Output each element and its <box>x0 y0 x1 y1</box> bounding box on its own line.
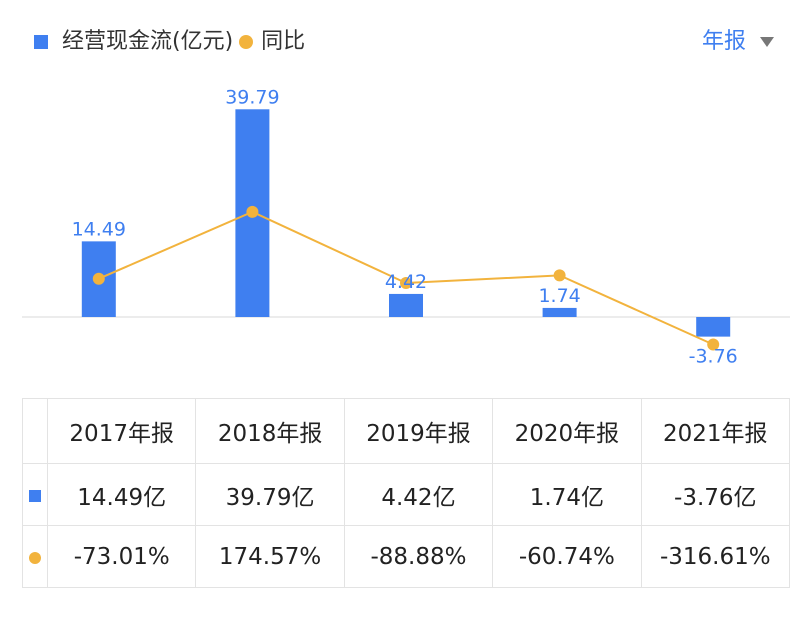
yoy-point-3 <box>553 269 566 282</box>
bar-4 <box>696 317 731 337</box>
table-cell: 1.74亿 <box>492 463 642 526</box>
bar-label-3: 1.74 <box>538 285 580 307</box>
caret-down-icon <box>760 37 774 47</box>
bar-label-0: 14.49 <box>72 218 126 240</box>
table-header-row: 2017年报 2018年报 2019年报 2020年报 2021年报 <box>22 398 791 464</box>
bar-label-2: 4.42 <box>385 271 427 293</box>
table-row-cash-flow: 14.49亿 39.79亿 4.42亿 1.74亿 -3.76亿 <box>22 463 791 526</box>
table-cell: -60.74% <box>492 525 642 588</box>
table-corner-cell <box>22 398 48 464</box>
legend: 经营现金流(亿元) 同比 <box>34 28 305 56</box>
table-header-cell: 2018年报 <box>195 398 345 464</box>
period-selector-label: 年报 <box>701 29 746 54</box>
chart-header: 经营现金流(亿元) 同比 年报 <box>0 0 810 86</box>
dot-icon <box>29 551 41 564</box>
bar-2 <box>389 293 423 317</box>
table-header-cell: 2017年报 <box>46 398 197 464</box>
data-table: 2017年报 2018年报 2019年报 2020年报 2021年报 14.49… <box>22 398 791 588</box>
bar-series-cell <box>22 463 48 526</box>
line-legend-swatch <box>239 35 254 49</box>
square-icon <box>29 489 41 502</box>
table-row-yoy: -73.01% 174.57% -88.88% -60.74% -316.61% <box>22 525 791 588</box>
yoy-point-0 <box>92 272 105 285</box>
table-cell: -316.61% <box>640 525 791 588</box>
table-header-cell: 2020年报 <box>492 398 642 464</box>
yoy-point-2 <box>400 276 412 289</box>
bar-legend-swatch <box>34 35 48 49</box>
yoy-point-4 <box>707 338 720 351</box>
table-cell: 174.57% <box>195 525 345 588</box>
table-cell: -73.01% <box>46 525 197 588</box>
yoy-point-1 <box>246 205 259 218</box>
bar-legend-label: 经营现金流(亿元) <box>62 29 234 54</box>
table-header-cell: 2019年报 <box>343 398 494 464</box>
bar-label-4: -3.76 <box>689 346 738 368</box>
line-series-cell <box>22 525 48 588</box>
period-selector[interactable]: 年报 <box>702 28 774 56</box>
combo-chart: 14.49 39.79 4.42 1.74 -3.76 <box>22 86 790 368</box>
table-cell: 14.49亿 <box>46 463 197 526</box>
table-cell: 39.79亿 <box>195 463 345 526</box>
table-cell: -3.76亿 <box>640 463 791 526</box>
table-cell: 4.42亿 <box>343 463 494 526</box>
table-header-cell: 2021年报 <box>640 398 791 464</box>
bar-label-1: 39.79 <box>225 86 279 108</box>
bar-3 <box>542 307 577 317</box>
table-cell: -88.88% <box>343 525 494 588</box>
line-legend-label: 同比 <box>261 29 306 54</box>
